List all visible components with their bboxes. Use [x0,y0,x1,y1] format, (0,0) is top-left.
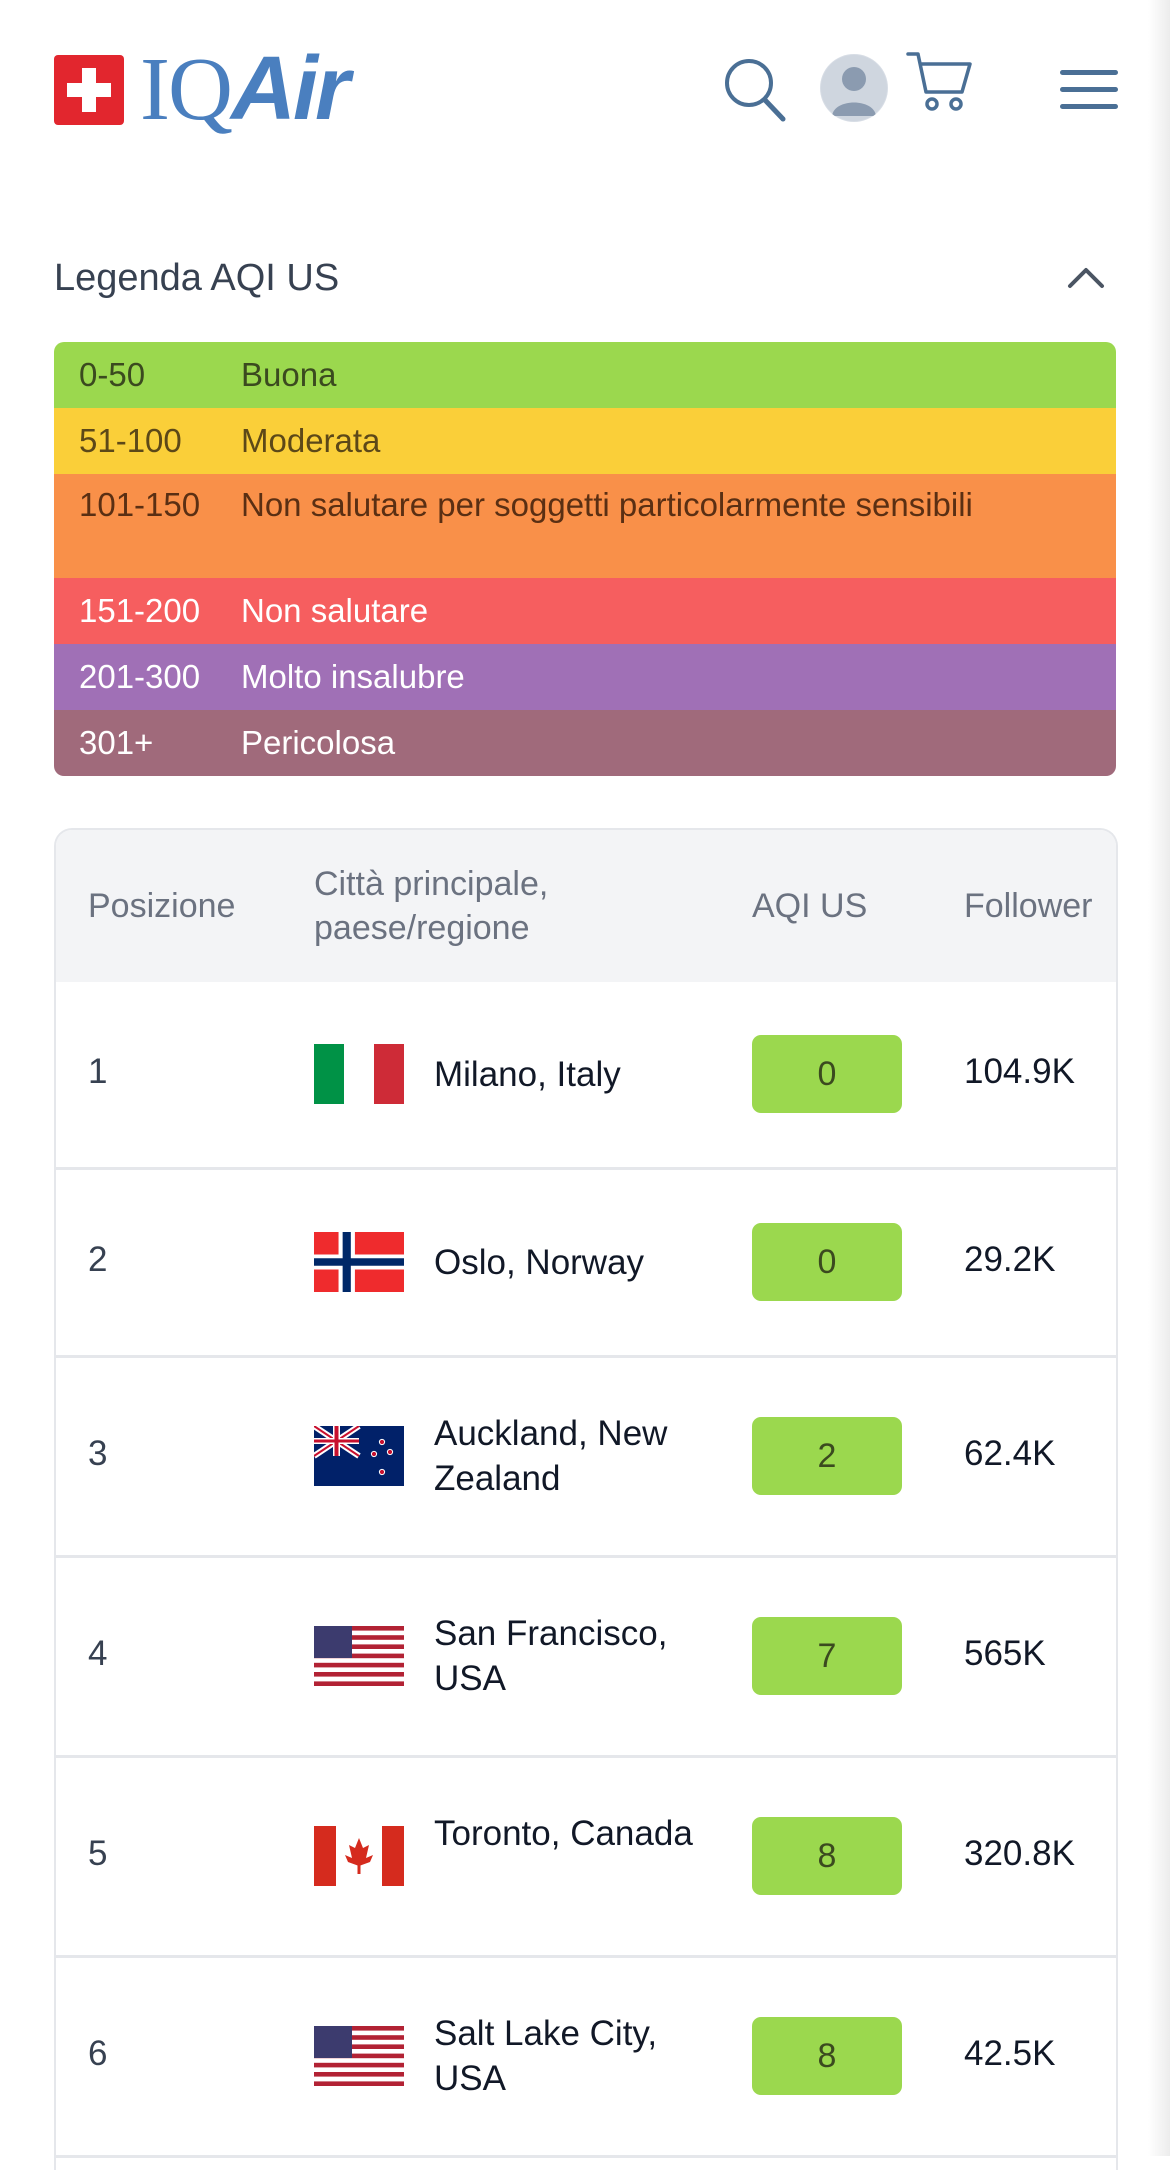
iqair-logo[interactable]: IQAir [54,44,350,135]
rank-cell: 4 [88,1634,108,1673]
rank-cell: 6 [88,2034,108,2073]
rank-cell: 1 [88,1052,108,1091]
rank-cell: 2 [88,1240,108,1279]
logo-wordmark: IQAir [140,44,350,135]
city-link[interactable]: Salt Lake City, USA [434,2014,658,2098]
aqi-badge: 0 [752,1035,902,1113]
user-icon [821,55,887,121]
legend-label: Moderata [241,422,381,459]
table-row[interactable]: 5 Toronto, Canada 8 320.8K [56,1758,1116,1958]
city-ranking-table: Posizione Città principale, paese/region… [54,828,1118,2170]
aqi-badge: 8 [752,2017,902,2095]
rank-cell: 5 [88,1834,108,1873]
italy-flag-icon [314,1044,404,1104]
column-header-rank[interactable]: Posizione [88,887,236,925]
legend-range: 301+ [79,724,154,761]
followers-cell: 29.2K [964,1240,1056,1279]
aqi-badge: 0 [752,1223,902,1301]
legend-row-very-unhealthy: 201-300 Molto insalubre [54,644,1116,710]
legend-range: 151-200 [79,592,201,629]
table-row[interactable]: 2 Oslo, Norway 0 29.2K [56,1170,1116,1358]
table-row[interactable]: 6 Salt Lake City, USA 8 42.5K [56,1958,1116,2158]
table-row[interactable]: 3 Auckland, New Zealand 2 62.4K [56,1358,1116,1558]
menu-icon[interactable] [1060,70,1118,110]
table-row[interactable]: 4 San Francisco, USA 7 565K [56,1558,1116,1758]
legend-label: Buona [241,356,337,393]
legend-header[interactable]: Legenda AQI US [54,248,1116,308]
avatar[interactable] [820,54,888,122]
scrollbar-track [1148,0,1170,2156]
legend-label: Non salutare per soggetti particolarment… [241,486,973,523]
column-header-city[interactable]: Città principale, paese/regione [314,865,549,947]
chevron-up-icon[interactable] [1066,262,1106,292]
legend-row-hazardous: 301+ Pericolosa [54,710,1116,776]
city-link[interactable]: Milano, Italy [434,1055,621,1094]
aqi-badge: 7 [752,1617,902,1695]
legend-range: 51-100 [79,422,182,459]
legend-row-moderate: 51-100 Moderata [54,408,1116,474]
cart-icon[interactable] [906,48,972,114]
rank-cell: 3 [88,1434,108,1473]
site-header: IQAir [0,0,1150,180]
aqi-badge: 8 [752,1817,902,1895]
search-icon[interactable] [722,56,786,122]
legend-range: 101-150 [79,486,201,523]
logo-text-air: Air [230,39,350,139]
legend-label: Non salutare [241,592,429,629]
legend-title: Legenda AQI US [54,257,340,299]
aqi-badge: 2 [752,1417,902,1495]
legend-row-good: 0-50 Buona [54,342,1116,408]
followers-cell: 104.9K [964,1052,1075,1091]
followers-cell: 62.4K [964,1434,1056,1473]
logo-text-iq: IQ [140,40,233,139]
canada-flag-icon [314,1826,404,1886]
usa-flag-icon [314,2026,404,2086]
table-header: Posizione Città principale, paese/region… [56,830,1116,982]
followers-cell: 320.8K [964,1834,1075,1873]
legend-range: 201-300 [79,658,201,695]
legend-range: 0-50 [79,356,146,393]
city-link[interactable]: Toronto, Canada [434,1814,693,1853]
followers-cell: 565K [964,1634,1046,1673]
norway-flag-icon [314,1232,404,1292]
city-link[interactable]: Oslo, Norway [434,1243,645,1282]
legend-label: Molto insalubre [241,658,465,695]
legend-label: Pericolosa [241,724,396,761]
legend-row-unhealthy-sensitive: 101-150 Non salutare per soggetti partic… [54,474,1116,578]
city-link[interactable]: Auckland, New Zealand [434,1414,668,1498]
swiss-flag-icon [54,54,124,125]
table-row[interactable]: 1 Milano, Italy 0 104.9K [56,982,1116,1170]
followers-cell: 42.5K [964,2034,1056,2073]
usa-flag-icon [314,1626,404,1686]
city-link[interactable]: San Francisco, USA [434,1614,668,1698]
column-header-followers[interactable]: Follower [964,887,1093,925]
legend-row-unhealthy: 151-200 Non salutare [54,578,1116,644]
new-zealand-flag-icon [314,1426,404,1486]
column-header-aqi[interactable]: AQI US [752,887,868,925]
aqi-legend: 0-50 Buona 51-100 Moderata 101-150 Non s… [54,342,1116,776]
